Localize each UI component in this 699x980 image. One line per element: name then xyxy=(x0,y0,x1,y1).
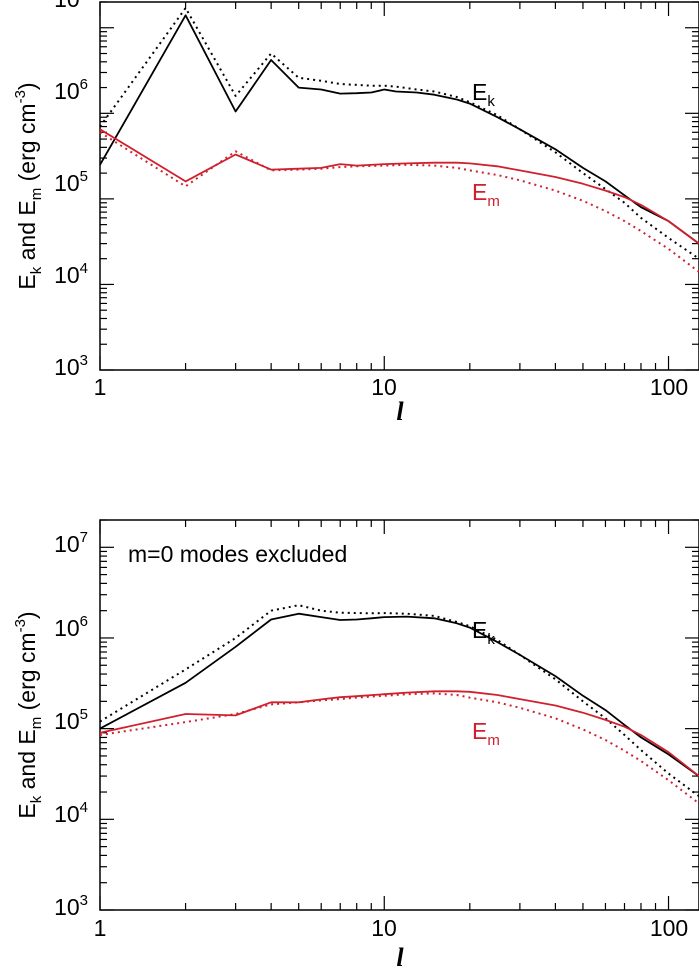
x-tick-label: 1 xyxy=(94,374,107,400)
y-tick-label: 104 xyxy=(54,799,88,827)
y-tick-label: 107 xyxy=(54,529,88,557)
x-axis-title: l xyxy=(396,943,404,972)
kinetic-solid-line xyxy=(99,612,699,777)
data-lines xyxy=(99,604,699,805)
y-axis-title: Ek and Em (erg cm-3) xyxy=(12,611,45,818)
magnetic-dotted-line xyxy=(99,692,699,805)
y-tick-label: 103 xyxy=(54,892,88,920)
x-tick-label: 10 xyxy=(371,915,397,941)
x-tick-label: 100 xyxy=(650,915,688,941)
y-axis-title: Ek and Em (erg cm-3) xyxy=(12,82,45,289)
plot-frame xyxy=(99,1,699,371)
y-tick-label: 106 xyxy=(54,613,88,641)
y-tick-label: 105 xyxy=(54,706,88,734)
series-label-ek: Ek xyxy=(472,617,495,648)
panel-annotation: m=0 modes excluded xyxy=(128,541,347,567)
x-axis-title: l xyxy=(396,397,404,426)
x-tick-label: 1 xyxy=(94,915,107,941)
kinetic-dotted-line xyxy=(99,7,699,260)
x-tick-label: 10 xyxy=(371,374,397,400)
magnetic-solid-line xyxy=(99,128,699,245)
x-tick-label: 100 xyxy=(650,374,688,400)
kinetic-dotted-line xyxy=(99,604,699,798)
magnetic-solid-line xyxy=(99,690,699,777)
y-tick-label: 105 xyxy=(54,168,88,196)
y-tick-label: 107 xyxy=(54,0,88,12)
axis-ticks xyxy=(99,519,699,911)
series-label-em: Em xyxy=(472,179,500,210)
axis-ticks xyxy=(99,1,699,371)
data-lines xyxy=(99,7,699,273)
y-tick-label: 104 xyxy=(54,260,88,288)
plot-frame xyxy=(99,519,699,911)
top-panel: 1 10 100 103 104 105 106 107 l Ek and Em… xyxy=(12,0,699,426)
bottom-panel: 1 10 100 103 104 105 106 107 l Ek and Em… xyxy=(12,519,699,972)
kinetic-solid-line xyxy=(99,14,699,245)
series-label-ek: Ek xyxy=(472,79,495,110)
series-label-em: Em xyxy=(472,718,500,749)
magnetic-dotted-line xyxy=(99,131,699,273)
y-tick-label: 106 xyxy=(54,76,88,104)
y-tick-label: 103 xyxy=(54,352,88,380)
